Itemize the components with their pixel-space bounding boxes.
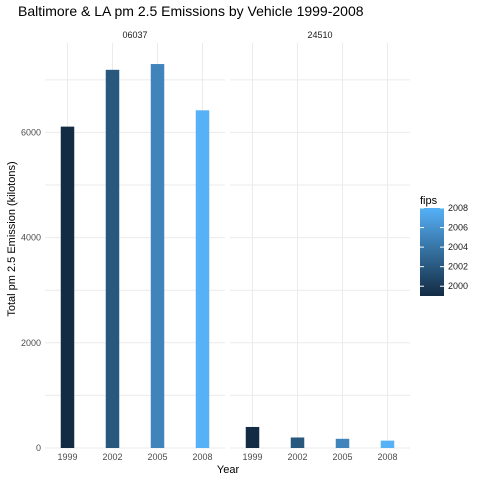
panel-strip-label: 24510 bbox=[307, 30, 332, 40]
x-tick-label: 2008 bbox=[377, 452, 397, 462]
bar-24510-2002 bbox=[290, 437, 305, 448]
x-axis-title: Year bbox=[217, 464, 240, 476]
legend-title: fips bbox=[420, 195, 438, 207]
bar-24510-1999 bbox=[245, 426, 260, 448]
y-tick-label: 0 bbox=[36, 443, 41, 453]
legend-tick-label: 2008 bbox=[448, 203, 468, 213]
panel-24510: 24510 1999 2002 2005 2008 bbox=[230, 30, 410, 462]
legend: fips 2000 2002 2004 2006 2008 bbox=[420, 195, 468, 296]
x-tick-label: 2005 bbox=[332, 452, 352, 462]
legend-tick-label: 2004 bbox=[448, 242, 468, 252]
legend-colorbar bbox=[420, 208, 444, 296]
x-tick-label: 1999 bbox=[57, 452, 77, 462]
chart-panels: 06037 1999 2002 2005 2008 24510 1999 2002 2005 20… bbox=[45, 30, 410, 462]
bar-06037-1999 bbox=[60, 126, 75, 448]
x-tick-label: 2008 bbox=[192, 452, 212, 462]
legend-tick-label: 2006 bbox=[448, 223, 468, 233]
bar-24510-2005 bbox=[335, 438, 350, 448]
panel-strip-label: 06037 bbox=[122, 30, 147, 40]
legend-tick-label: 2000 bbox=[448, 281, 468, 291]
panel-06037: 06037 1999 2002 2005 2008 bbox=[45, 30, 225, 462]
y-tick-label: 4000 bbox=[21, 233, 41, 243]
bar-24510-2008 bbox=[380, 440, 395, 448]
legend-tick-label: 2002 bbox=[448, 262, 468, 272]
bar-06037-2005 bbox=[150, 64, 165, 448]
y-axis-title: Total pm 2.5 Emission (kilotons) bbox=[6, 161, 18, 316]
y-tick-label: 6000 bbox=[21, 127, 41, 137]
x-tick-label: 2002 bbox=[287, 452, 307, 462]
x-tick-label: 1999 bbox=[242, 452, 262, 462]
y-axis-ticks: 0 2000 4000 6000 bbox=[21, 127, 41, 453]
bar-06037-2002 bbox=[105, 69, 120, 448]
bar-06037-2008 bbox=[195, 110, 210, 448]
x-tick-label: 2005 bbox=[147, 452, 167, 462]
x-tick-label: 2002 bbox=[102, 452, 122, 462]
y-tick-label: 2000 bbox=[21, 338, 41, 348]
chart-title: Baltimore & LA pm 2.5 Emissions by Vehic… bbox=[18, 3, 364, 19]
